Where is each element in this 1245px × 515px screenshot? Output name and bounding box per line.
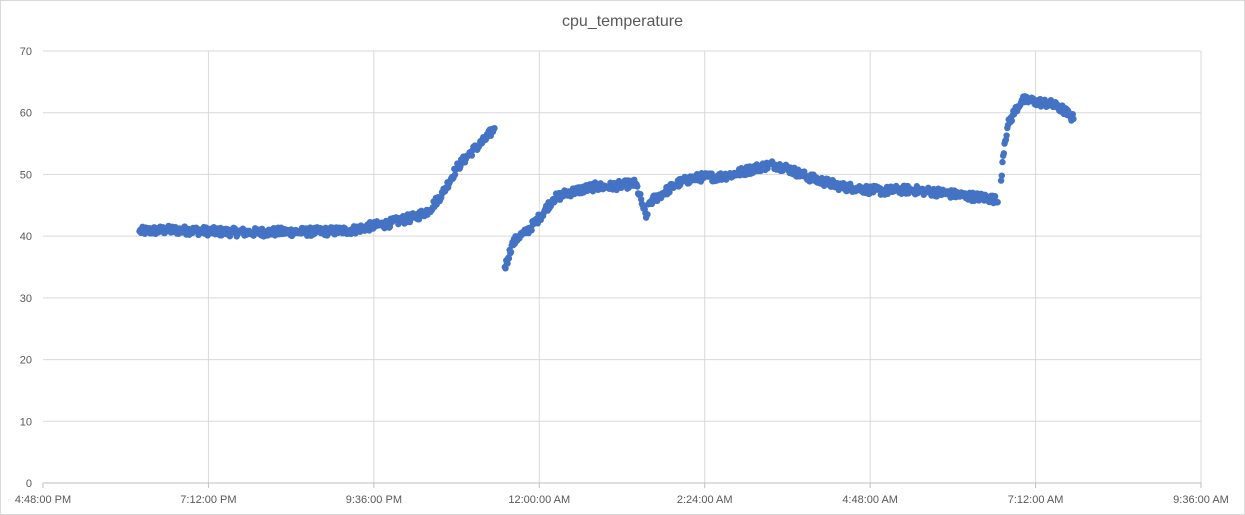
x-tick-label: 4:48:00 PM (15, 494, 71, 506)
data-point (634, 183, 641, 190)
x-tick-label: 4:48:00 AM (842, 494, 898, 506)
data-point (991, 193, 999, 200)
y-tick-label: 50 (20, 169, 32, 181)
data-points (136, 93, 1077, 272)
data-point (1069, 111, 1076, 118)
x-tick-label: 9:36:00 PM (346, 494, 402, 506)
axes (42, 482, 1202, 488)
data-point (637, 190, 644, 198)
data-point (505, 255, 513, 262)
x-tick-label: 7:12:00 AM (1008, 494, 1064, 506)
data-point (644, 211, 651, 218)
data-point (1004, 124, 1011, 132)
y-tick-label: 20 (20, 355, 32, 367)
data-point (528, 227, 535, 234)
y-tick-label: 0 (26, 478, 32, 490)
x-tick-label: 7:12:00 PM (180, 494, 236, 506)
y-tick-label: 30 (20, 293, 32, 305)
chart-title: cpu_temperature (562, 13, 683, 30)
data-point (490, 126, 497, 133)
data-point (1008, 117, 1016, 124)
y-tick-label: 40 (20, 231, 32, 243)
data-point (666, 189, 673, 196)
data-point (468, 152, 476, 159)
data-point (997, 177, 1005, 184)
data-point (386, 223, 394, 230)
x-tick-label: 2:24:00 AM (677, 494, 733, 506)
y-tick-label: 70 (20, 46, 32, 58)
data-point (1068, 116, 1076, 123)
data-point (993, 199, 1000, 206)
data-point (1003, 132, 1010, 139)
data-point (1000, 150, 1008, 157)
x-tick-labels: 4:48:00 PM 7:12:00 PM 9:36:00 PM 12:00:00 A… (15, 494, 1229, 506)
data-point (504, 260, 511, 267)
data-point (999, 158, 1006, 166)
y-tick-label: 60 (20, 108, 32, 120)
x-tick-label: 9:36:00 AM (1173, 494, 1229, 506)
y-tick-labels: 0 10 20 30 40 50 60 70 (20, 46, 32, 490)
y-tick-label: 10 (20, 416, 32, 428)
gridlines (43, 50, 1202, 483)
x-tick-label: 12:00:00 AM (508, 494, 570, 506)
data-point (502, 265, 509, 272)
data-point (998, 172, 1005, 179)
data-point (507, 248, 515, 256)
data-point (438, 194, 445, 201)
data-point (451, 171, 459, 178)
